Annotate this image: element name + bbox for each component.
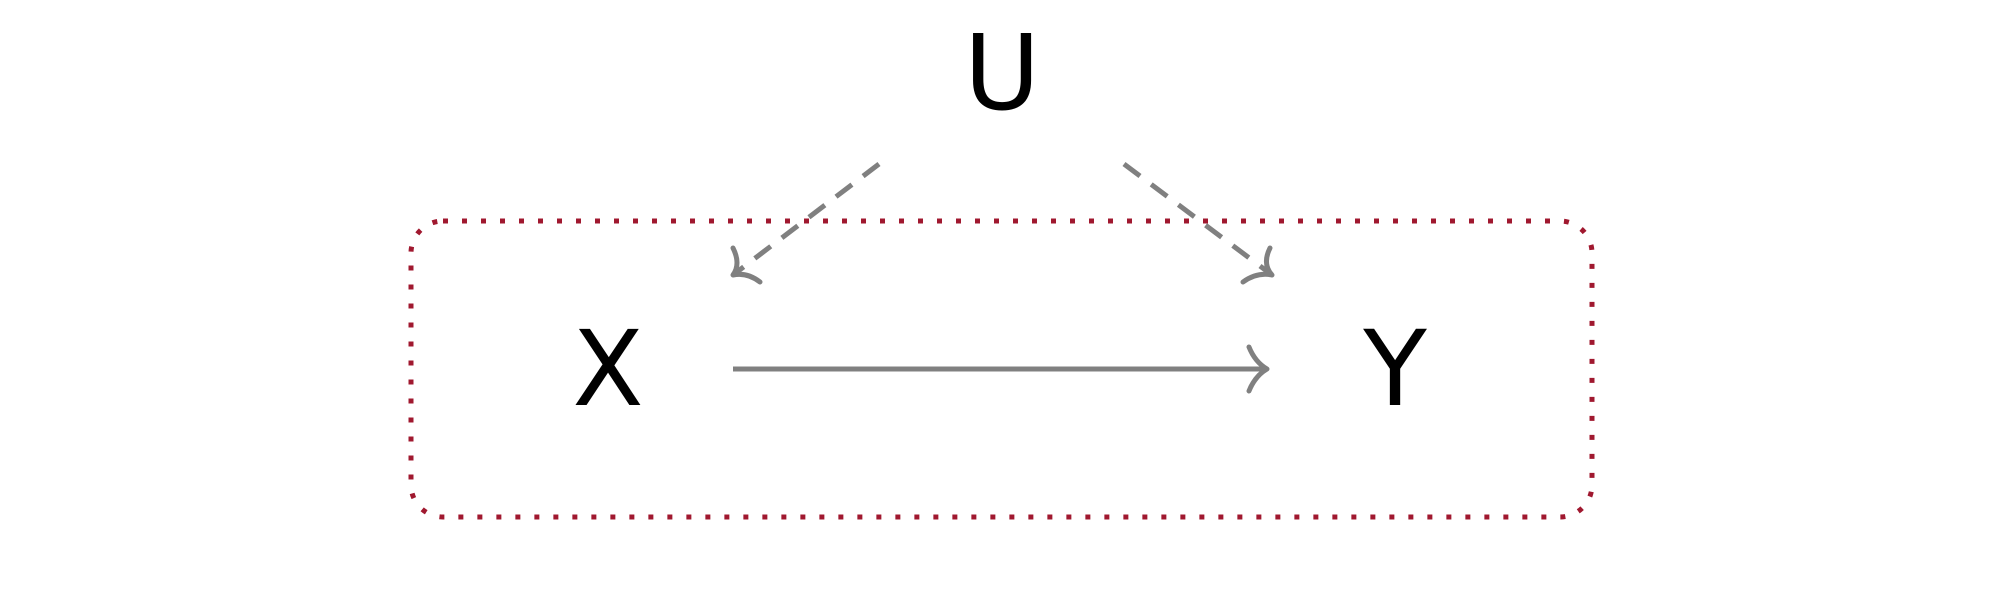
edge-u-to-y-line	[1122, 162, 1274, 277]
edge-x-to-y-arrowhead	[1246, 344, 1270, 394]
edge-u-to-y	[1122, 162, 1275, 285]
edge-u-to-y-arrowhead	[1240, 245, 1275, 285]
node-x-label: X	[572, 308, 643, 430]
node-y-label: Y	[1362, 308, 1427, 430]
node-u-label: U	[964, 12, 1040, 134]
edge-u-to-x-line	[731, 162, 881, 277]
edge-x-to-y	[733, 344, 1270, 394]
edge-u-to-x	[730, 162, 881, 285]
edge-u-to-x-arrowhead	[730, 245, 763, 285]
